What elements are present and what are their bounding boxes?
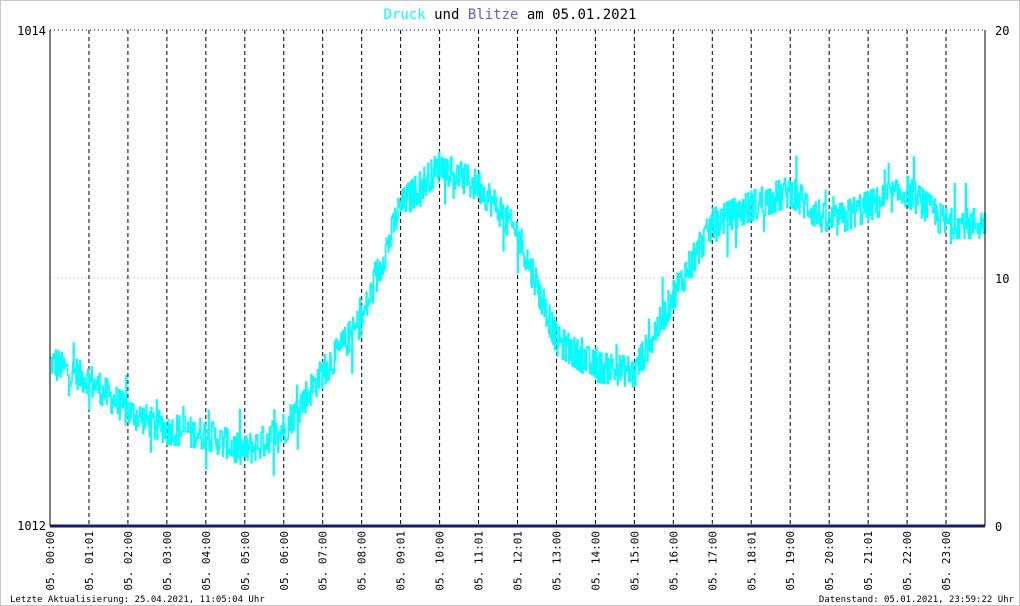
x-tick-16: 05. 16:00 [667,531,680,591]
y-left-tick-1014: 1014 [17,24,46,38]
x-tick-14: 05. 14:00 [589,531,602,591]
x-tick-21: 05. 21:01 [862,531,875,591]
x-tick-7: 05. 07:00 [317,531,330,591]
title-blitze: Blitze [468,7,519,23]
x-tick-19: 05. 19:00 [784,531,797,591]
chart-title: Druck und Blitze am 05.01.2021 [384,7,637,23]
y-left-tick-1012: 1012 [17,519,46,533]
x-tick-10: 05. 10:00 [434,531,447,591]
x-tick-3: 05. 03:00 [161,531,174,591]
tick-labels: 1014 1012 0 10 20 05. 00:00 05. 01:01 05. 02:00… [17,24,1009,591]
grid [50,29,985,527]
x-tick-1: 05. 01:01 [83,531,96,591]
y-right-tick-0: 0 [995,520,1002,534]
footer-data-status: Datenstand: 05.01.2021, 23:59:22 Uhr [819,595,1015,605]
x-tick-0: 05. 00:00 [44,531,57,591]
x-tick-9: 05. 09:01 [395,531,408,591]
x-tick-17: 05. 17:00 [706,531,719,591]
x-tick-13: 05. 13:00 [550,531,563,591]
y-right-tick-10: 10 [995,272,1009,286]
x-tick-4: 05. 04:00 [200,531,213,591]
footer-last-update: Letzte Aktualisierung: 25.04.2021, 11:05… [10,595,265,605]
x-tick-12: 05. 12:01 [512,531,525,591]
title-und: und [426,7,468,23]
x-tick-18: 05. 18:01 [745,531,758,591]
x-tick-15: 05. 15:00 [628,531,641,591]
x-tick-22: 05. 22:00 [901,531,914,591]
x-tick-8: 05. 08:00 [356,531,369,591]
series-layer [49,151,986,528]
x-tick-23: 05. 23:00 [940,531,953,591]
x-tick-6: 05. 06:00 [278,531,291,591]
series-druck [49,151,986,476]
y-right-tick-20: 20 [995,24,1009,38]
x-tick-20: 05. 20:00 [823,531,836,591]
x-tick-11: 05. 11:01 [473,531,486,591]
axes [49,29,986,526]
x-tick-5: 05. 05:00 [239,531,252,591]
title-druck: Druck [384,7,427,23]
x-tick-2: 05. 02:00 [122,531,135,591]
title-date: am 05.01.2021 [518,7,636,23]
